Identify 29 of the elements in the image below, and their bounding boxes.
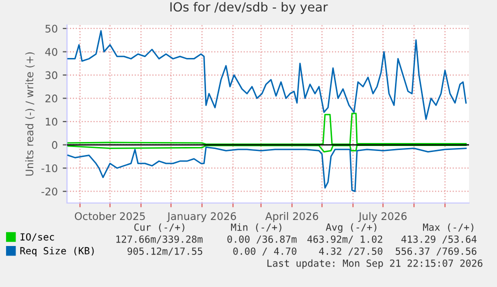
text: Max (-/+) xyxy=(423,223,474,232)
text: Cur (-/+) xyxy=(134,223,184,232)
text: Min (-/+) xyxy=(231,223,282,232)
chart-title: IOs for /dev/sdb - by year xyxy=(170,2,328,14)
legend-label: Req Size (KB) xyxy=(20,246,94,256)
y-tick-label: 50 xyxy=(46,24,58,33)
text: 4.32 /27.50 xyxy=(319,247,382,256)
text: 0.00 / 4.70 xyxy=(233,247,296,256)
y-tick-label: -20 xyxy=(41,188,58,196)
text: Avg (-/+) xyxy=(326,223,376,233)
legend-label: IO/sec xyxy=(20,233,54,242)
x-tick-label: January 2026 xyxy=(166,212,236,222)
text: 413.29 /53.64 xyxy=(401,235,477,244)
text: Last update: Mon Sep 21 22:15:07 2026 xyxy=(267,259,482,269)
text: 556.37 /769.56 xyxy=(396,247,476,256)
y-tick-label: 40 xyxy=(45,48,58,56)
text: 905.12m/17.55 xyxy=(128,247,202,256)
y-tick-label: 10 xyxy=(46,118,58,126)
y-tick-label: 20 xyxy=(45,94,58,102)
y-tick-label: -10 xyxy=(41,164,58,172)
x-tick-label: July 2026 xyxy=(358,212,407,222)
text: 463.92m/ 1.02 xyxy=(307,235,382,244)
x-tick-label: October 2025 xyxy=(74,212,145,220)
y-tick-label: 0 xyxy=(52,141,58,149)
y-tick-label: 30 xyxy=(46,71,58,80)
y-axis-title: Units read (-) / write (+) xyxy=(25,52,35,176)
text: 127.66m/339.28m xyxy=(116,235,203,244)
text: 0.00 /36.87m xyxy=(227,235,297,244)
x-tick-label: April 2026 xyxy=(265,212,318,222)
